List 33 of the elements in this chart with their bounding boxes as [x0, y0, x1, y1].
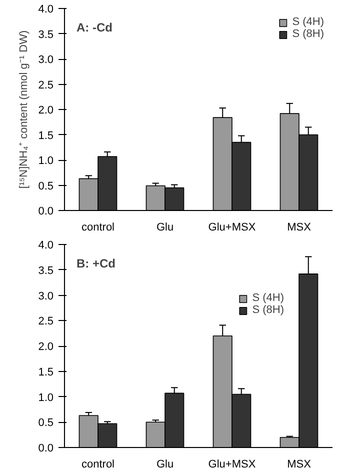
y-tick-label: 3.0 — [38, 290, 54, 302]
y-tick-label: 0.0 — [38, 442, 54, 454]
y-tick-label: 2.0 — [38, 104, 54, 116]
y-tick-label: 2.5 — [38, 316, 54, 328]
y-tick-label: 4.0 — [38, 240, 54, 252]
y-tick-label: 1.0 — [38, 155, 54, 167]
x-tick-label: control — [81, 222, 115, 234]
x-tick-label: Glu+MSX — [208, 222, 256, 234]
y-tick-label: 1.5 — [38, 130, 54, 142]
legend-label: S (8H) — [292, 28, 324, 40]
x-tick-label: MSX — [287, 458, 312, 470]
y-tick-label: 3.0 — [38, 54, 54, 66]
y-tick-label: 0.5 — [38, 417, 54, 430]
y-tick-label: 1.5 — [38, 366, 54, 378]
text: A: -Cd — [76, 20, 112, 34]
y-tick-label: 2.0 — [38, 341, 54, 353]
y-tick-label: 3.5 — [38, 28, 54, 41]
y-tick-label: 3.5 — [38, 264, 54, 277]
x-tick-label: Glu+MSX — [208, 458, 256, 470]
legend-label: S (8H) — [252, 304, 284, 316]
y-tick-label: 1.0 — [38, 392, 54, 404]
x-tick-label: Glu — [156, 222, 174, 234]
legend-label: S (4H) — [252, 292, 284, 304]
x-tick-label: MSX — [287, 222, 312, 234]
y-axis-title: [¹⁵N]NH₄⁺ content (nmol g⁻¹ DW) — [18, 30, 30, 189]
x-tick-label: control — [81, 458, 115, 470]
y-tick-label: 0.0 — [38, 206, 54, 218]
text: B: +Cd — [76, 256, 116, 270]
x-tick-label: Glu — [156, 458, 174, 470]
y-tick-label: 4.0 — [38, 4, 54, 16]
legend-label: S (4H) — [292, 16, 324, 28]
y-tick-label: 2.5 — [38, 79, 54, 92]
y-tick-label: 0.5 — [38, 180, 54, 192]
